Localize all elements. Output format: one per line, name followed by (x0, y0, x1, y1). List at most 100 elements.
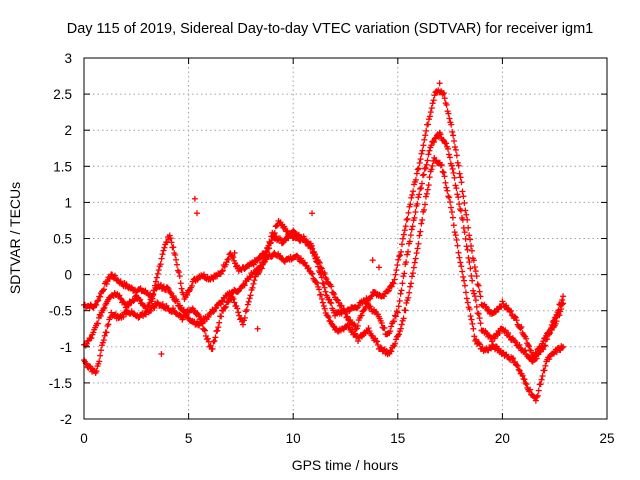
data-point (532, 397, 539, 404)
data-point (158, 255, 165, 262)
data-point (159, 301, 166, 308)
data-point (426, 113, 433, 120)
data-point (420, 142, 427, 149)
data-point (507, 307, 514, 314)
data-point (409, 223, 416, 230)
data-point (395, 303, 402, 310)
data-point (545, 331, 552, 338)
data-point (161, 244, 168, 251)
data-point (267, 239, 274, 246)
data-point (505, 329, 512, 336)
y-tick-label: 2 (64, 123, 72, 138)
data-point (170, 292, 177, 299)
data-point (483, 303, 490, 310)
data-point (183, 291, 190, 298)
data-point (279, 239, 286, 246)
data-point (443, 140, 450, 147)
data-point (458, 179, 465, 186)
data-point (212, 334, 219, 341)
data-point (447, 199, 454, 206)
data-point (473, 336, 480, 343)
data-point (176, 273, 183, 280)
data-point (454, 159, 461, 166)
data-point (411, 214, 418, 221)
data-point (448, 209, 455, 216)
data-point (445, 151, 452, 158)
data-point (440, 169, 447, 176)
data-point (418, 184, 425, 191)
data-point (200, 271, 207, 278)
data-point (241, 282, 248, 289)
data-point (477, 320, 484, 327)
data-point (414, 166, 421, 173)
data-point (449, 128, 456, 135)
data-point (328, 283, 335, 290)
x-axis-label: GPS time / hours (292, 457, 399, 473)
data-point (418, 180, 425, 187)
data-point (391, 276, 398, 283)
data-point (452, 182, 459, 189)
data-point (177, 302, 184, 309)
data-point (318, 265, 325, 272)
x-tick-label: 10 (286, 431, 301, 446)
data-point (418, 150, 425, 157)
data-point (83, 340, 90, 347)
data-point (522, 379, 529, 386)
data-point (413, 250, 420, 257)
data-point (222, 303, 229, 310)
data-point (326, 296, 333, 303)
data-point (314, 280, 321, 287)
data-point (558, 299, 565, 306)
y-tick-label: -2 (60, 412, 72, 427)
data-point (397, 252, 404, 259)
data-point (469, 277, 476, 284)
data-point (453, 185, 460, 192)
data-point (412, 209, 419, 216)
data-point (461, 277, 468, 284)
data-point (103, 280, 110, 287)
data-point (428, 166, 435, 173)
data-point (425, 116, 432, 123)
data-point (389, 279, 396, 286)
data-point (444, 187, 451, 194)
data-point (101, 304, 108, 311)
data-point (475, 282, 482, 289)
data-point (476, 341, 483, 348)
data-point (322, 288, 329, 295)
data-point (199, 320, 206, 327)
data-point (125, 302, 132, 309)
data-point (544, 336, 551, 343)
data-point (395, 331, 402, 338)
data-point (225, 255, 232, 262)
data-point (213, 304, 220, 311)
data-point (128, 284, 135, 291)
data-point (466, 232, 473, 239)
data-point (402, 223, 409, 230)
data-point (352, 326, 359, 333)
y-tick-label: 1.5 (53, 159, 72, 174)
data-point (209, 345, 216, 352)
data-point (328, 300, 335, 307)
data-point (419, 216, 426, 223)
data-point (400, 231, 407, 238)
data-point (284, 227, 291, 234)
y-tick-label: 3 (64, 51, 72, 66)
data-point (414, 200, 421, 207)
data-point (417, 228, 424, 235)
data-point (313, 279, 320, 286)
data-point (412, 255, 419, 262)
data-point (219, 267, 226, 274)
data-point (428, 105, 435, 112)
data-point (130, 298, 137, 305)
data-point (154, 299, 161, 306)
data-point (250, 261, 257, 268)
data-point (160, 247, 167, 254)
data-point (456, 201, 463, 208)
data-point (241, 314, 248, 321)
data-point (257, 262, 264, 269)
data-point (429, 100, 436, 107)
data-point (172, 251, 179, 258)
data-point (402, 307, 409, 314)
data-point (312, 251, 319, 258)
data-point (427, 109, 434, 116)
